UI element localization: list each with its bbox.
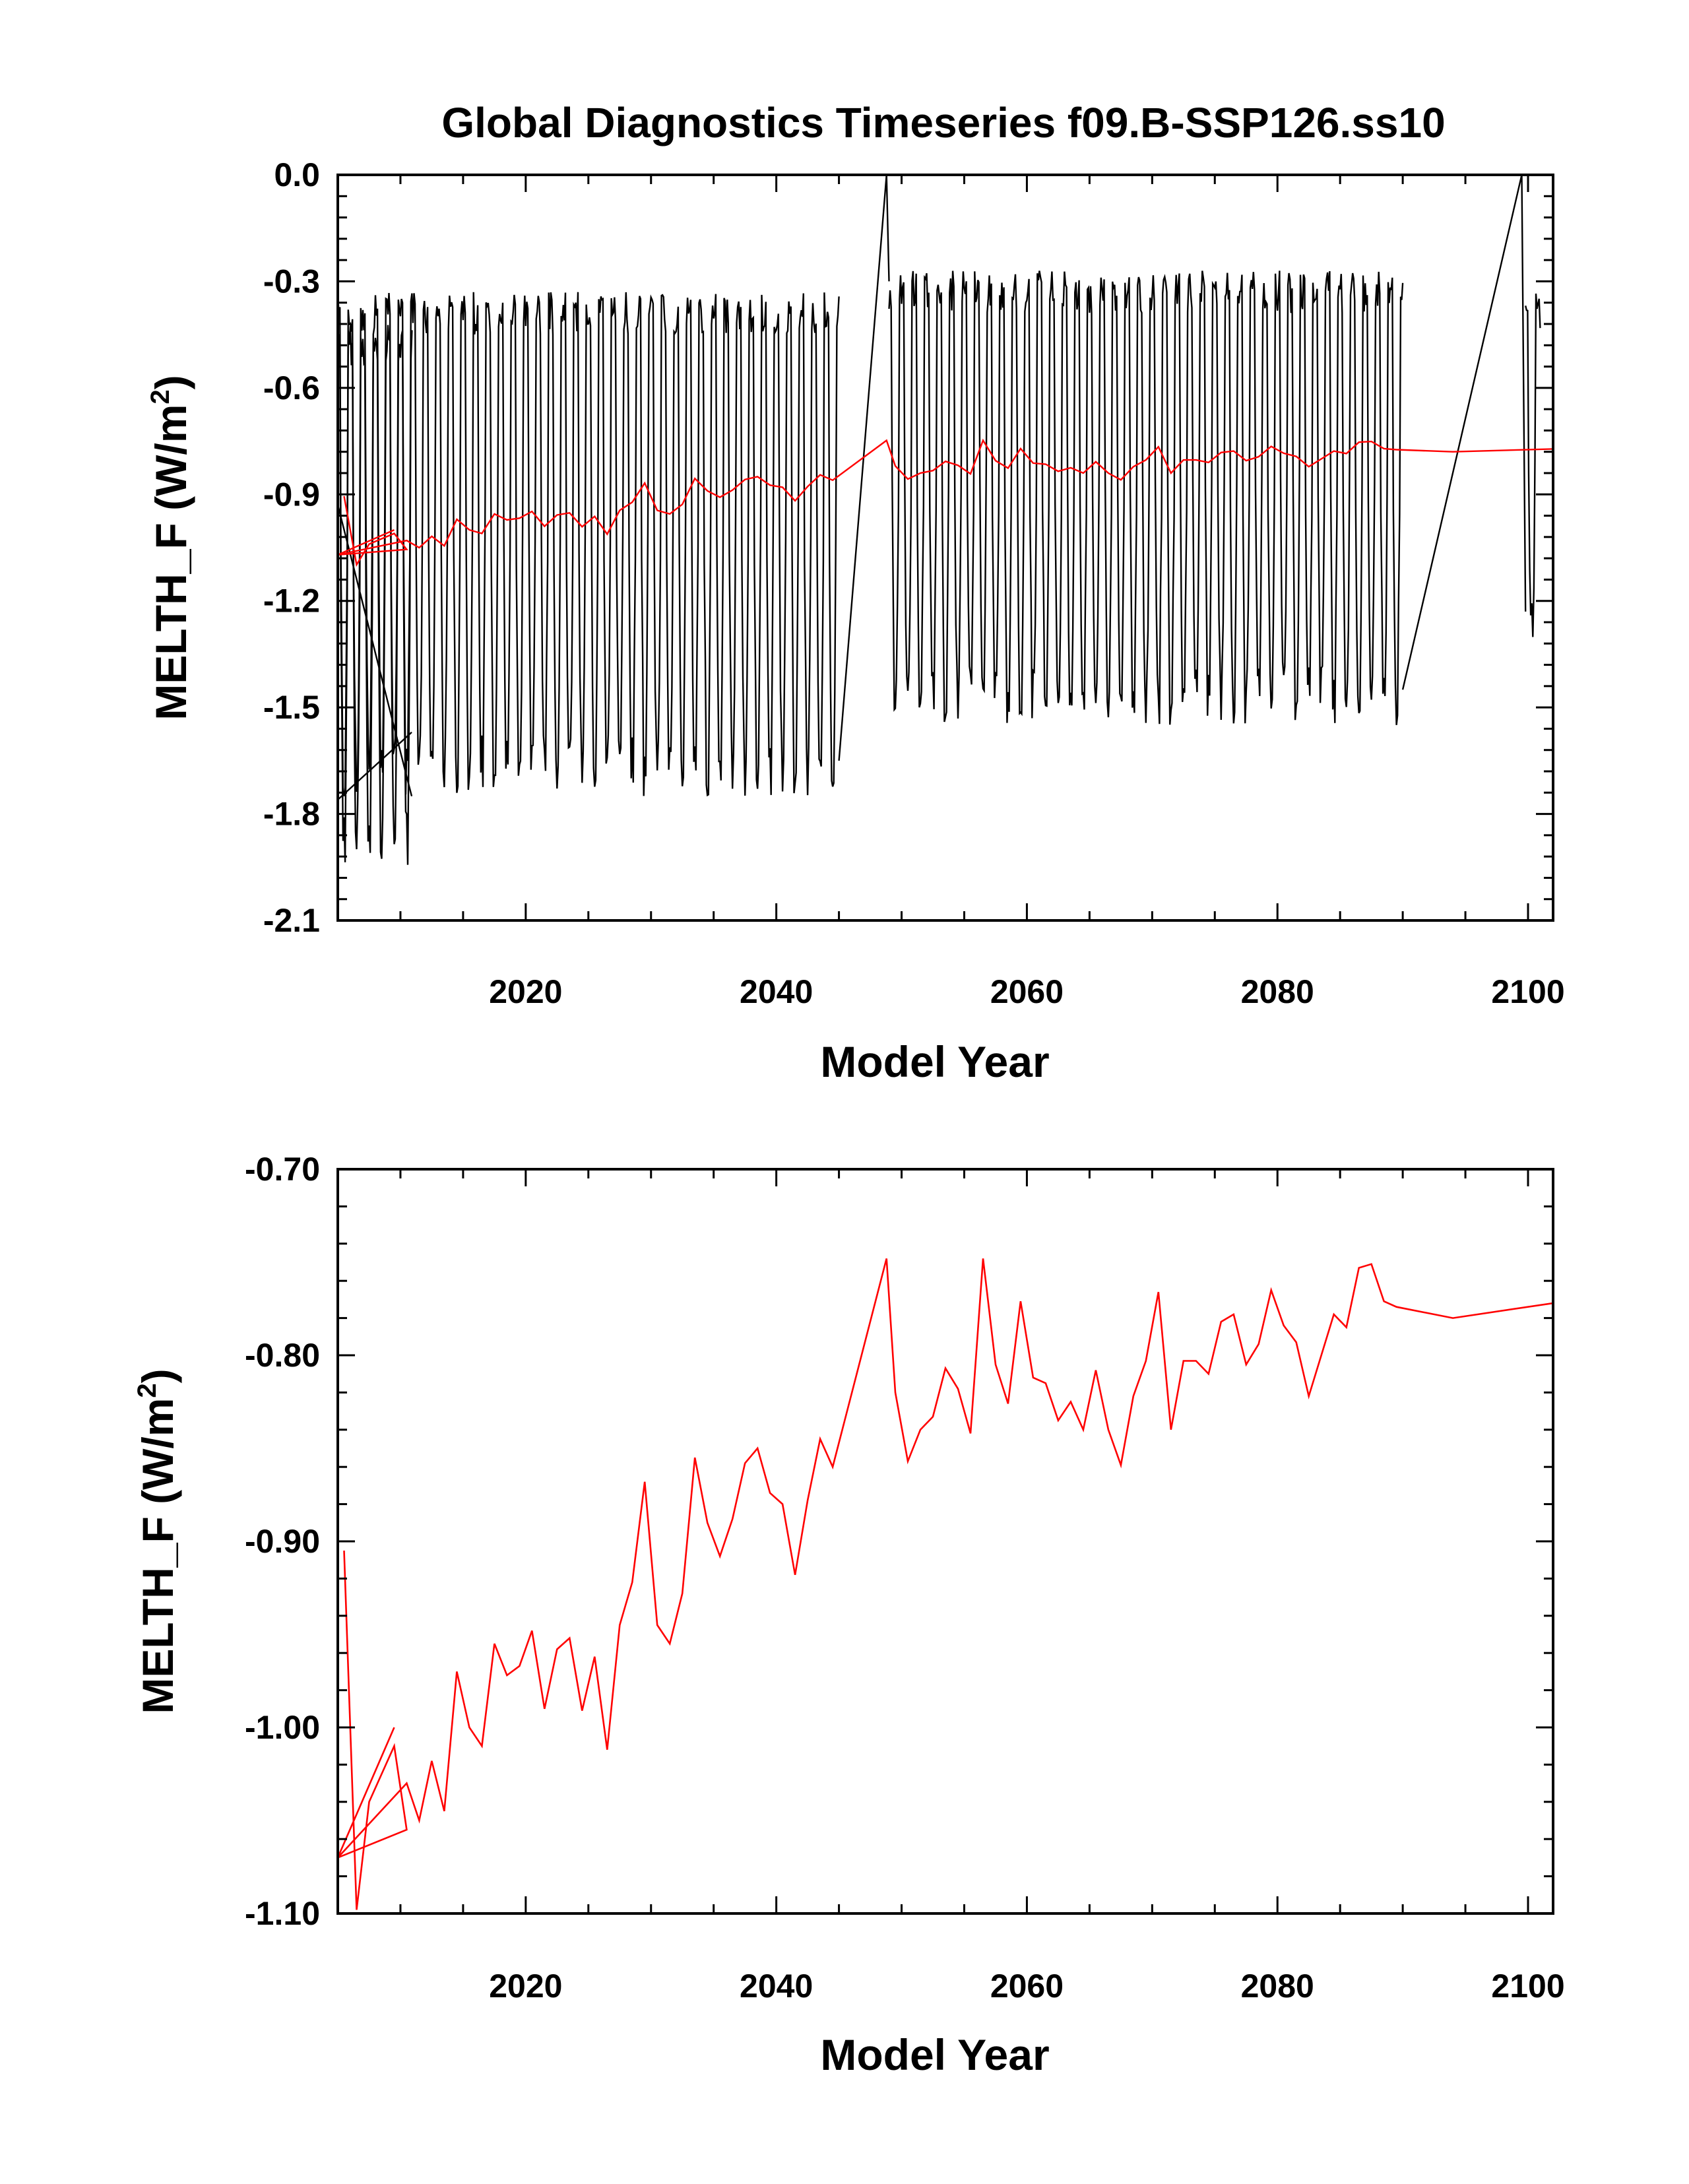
x-tick-label: 2040 <box>740 1968 813 2005</box>
y-tick-label: -1.2 <box>263 583 320 620</box>
bottom-x-tick-labels: 2020 2040 2060 2080 2100 <box>489 1968 1564 2005</box>
top-y-axis-label: MELTH_F (W/m2) <box>146 375 195 720</box>
x-tick-label: 2080 <box>1241 1968 1314 2005</box>
top-ticks <box>338 174 1553 922</box>
top-y-tick-labels: 0.0 -0.3 -0.6 -0.9 -1.2 -1.5 -1.8 -2.1 <box>263 156 320 939</box>
y-tick-label: -0.9 <box>263 476 320 513</box>
top-panel: 0.0 -0.3 -0.6 -0.9 -1.2 -1.5 -1.8 -2.1 2020 2040… <box>146 156 1565 1086</box>
x-tick-label: 2060 <box>990 973 1064 1010</box>
monthly-series-connector <box>338 505 413 796</box>
top-x-tick-labels: 2020 2040 2060 2080 2100 <box>489 973 1564 1010</box>
bottom-y-label-superscript: 2 <box>133 1383 162 1397</box>
annual-mean-line-top <box>338 438 1553 567</box>
y-tick-label: -1.10 <box>245 1895 320 1932</box>
monthly-series-connector <box>838 175 890 761</box>
annual-mean-line <box>338 1258 1553 1910</box>
y-tick-label: -0.80 <box>245 1337 320 1374</box>
y-tick-label: -2.1 <box>263 902 320 939</box>
figure-title: Global Diagnostics Timeseries f09.B-SSP1… <box>441 99 1445 146</box>
monthly-series-segment <box>888 271 1404 725</box>
x-tick-label: 2020 <box>489 973 562 1010</box>
y-tick-label: 0.0 <box>274 156 320 193</box>
y-tick-label: -1.5 <box>263 689 320 726</box>
monthly-series-segment <box>1525 293 1541 637</box>
top-x-axis-label: Model Year <box>820 1037 1049 1086</box>
top-y-label-main: MELTH_F (W/m <box>146 404 195 721</box>
top-y-label-close: ) <box>146 375 195 389</box>
bottom-y-label-main: MELTH_F (W/m <box>133 1398 182 1714</box>
bottom-plot-area <box>338 1258 1553 1910</box>
x-tick-label: 2080 <box>1241 973 1314 1010</box>
y-tick-label: -0.3 <box>263 263 320 300</box>
monthly-series-segment <box>338 292 840 797</box>
bottom-ticks <box>338 1168 1553 1915</box>
bottom-y-axis-label: MELTH_F (W/m2) <box>133 1368 182 1714</box>
x-tick-label: 2100 <box>1491 973 1564 1010</box>
y-tick-label: -0.90 <box>245 1523 320 1560</box>
y-tick-label: -1.8 <box>263 796 320 833</box>
y-tick-label: -0.6 <box>263 369 320 406</box>
bottom-panel: -0.70-0.80-0.90-1.00-1.10 2020 2040 2060 20… <box>133 1151 1565 2079</box>
bottom-y-tick-labels: -0.70 -0.80 -0.90 -1.00 -1.10 <box>245 1151 320 1932</box>
y-tick-label: -1.00 <box>245 1709 320 1746</box>
x-tick-label: 2040 <box>740 973 813 1010</box>
top-y-label-superscript: 2 <box>146 389 175 404</box>
monthly-series-segment <box>338 325 413 865</box>
top-plot-frame <box>336 174 1554 922</box>
monthly-series-connector <box>338 731 412 800</box>
bottom-y-label-close: ) <box>133 1368 182 1383</box>
x-tick-label: 2060 <box>990 1968 1064 2005</box>
y-tick-label: -0.70 <box>245 1151 320 1188</box>
monthly-series-connector <box>1401 175 1527 690</box>
top-plot-area <box>338 175 1553 865</box>
x-tick-label: 2020 <box>489 1968 562 2005</box>
bottom-x-axis-label: Model Year <box>820 2030 1049 2079</box>
bottom-plot-frame <box>336 1168 1554 1915</box>
x-tick-label: 2100 <box>1491 1968 1564 2005</box>
